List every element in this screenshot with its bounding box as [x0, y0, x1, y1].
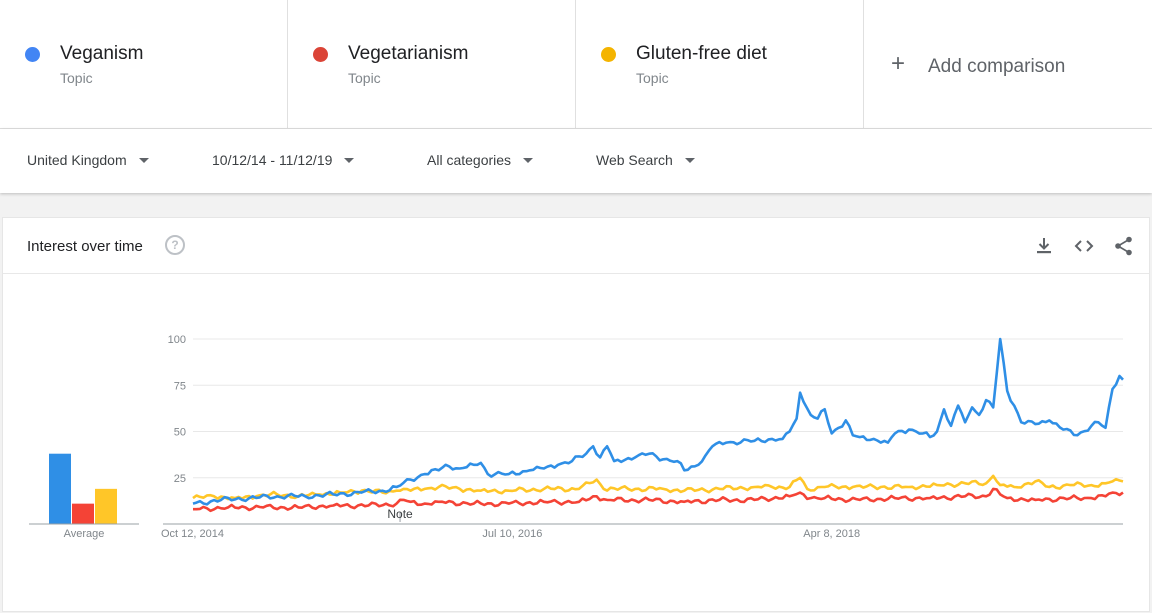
term-type: Topic	[348, 70, 381, 86]
term-vegetarianism[interactable]: Vegetarianism Topic	[288, 0, 576, 129]
chevron-down-icon	[138, 157, 149, 163]
embed-icon[interactable]	[1073, 235, 1095, 257]
add-comparison-label: Add comparison	[928, 56, 1066, 77]
y-tick-label: 25	[174, 473, 186, 485]
download-icon[interactable]	[1033, 235, 1055, 257]
chevron-down-icon	[684, 157, 695, 163]
date-range-dropdown[interactable]: 10/12/14 - 11/12/19	[212, 152, 355, 168]
term-type: Topic	[636, 70, 669, 86]
card-title: Interest over time	[27, 238, 143, 255]
series-color-dot	[25, 47, 40, 62]
series-color-dot	[313, 47, 328, 62]
note-label: Note	[387, 507, 413, 521]
category-dropdown[interactable]: All categories	[427, 152, 534, 168]
average-bar	[49, 453, 71, 524]
x-tick-label: Apr 8, 2018	[803, 528, 860, 540]
average-bar	[95, 488, 117, 524]
chevron-down-icon	[344, 157, 355, 163]
plus-icon: +	[891, 50, 906, 77]
average-bar	[72, 503, 94, 524]
y-tick-label: 75	[174, 380, 186, 392]
filter-bar: United Kingdom 10/12/14 - 11/12/19 All c…	[0, 129, 1152, 193]
series-line	[192, 474, 1124, 501]
y-tick-label: 50	[174, 427, 186, 439]
card-header: Interest over time ?	[3, 218, 1149, 274]
x-tick-label: Oct 12, 2014	[161, 528, 224, 540]
share-icon[interactable]	[1113, 235, 1135, 257]
search-type-label: Web Search	[596, 152, 673, 168]
average-label: Average	[64, 528, 105, 540]
series-color-dot	[601, 47, 616, 62]
search-type-dropdown[interactable]: Web Search	[596, 152, 695, 168]
term-veganism[interactable]: Veganism Topic	[0, 0, 288, 129]
term-name: Vegetarianism	[348, 43, 469, 64]
interest-chart: 25 50 75 100 Oct 12, 2014 Jul 10, 2016 Apr 8, …	[29, 334, 1124, 540]
series-line	[193, 487, 1124, 513]
category-label: All categories	[427, 152, 512, 168]
help-icon[interactable]: ?	[165, 235, 185, 255]
search-terms-bar: Veganism Topic Vegetarianism Topic Glute…	[0, 0, 1152, 129]
term-type: Topic	[60, 70, 93, 86]
date-range-label: 10/12/14 - 11/12/19	[212, 152, 333, 168]
term-gluten-free-diet[interactable]: Gluten-free diet Topic	[576, 0, 864, 129]
add-comparison-button[interactable]: + Add comparison	[864, 0, 1152, 128]
region-label: United Kingdom	[27, 152, 127, 168]
chevron-down-icon	[523, 157, 534, 163]
term-name: Veganism	[60, 43, 144, 64]
interest-over-time-card: Interest over time ? 25 50 75 100 Oct 12, 20…	[2, 217, 1150, 612]
x-tick-label: Jul 10, 2016	[482, 528, 542, 540]
y-tick-label: 100	[168, 334, 186, 346]
region-dropdown[interactable]: United Kingdom	[27, 152, 149, 168]
series-line	[192, 337, 1124, 506]
term-name: Gluten-free diet	[636, 43, 767, 64]
